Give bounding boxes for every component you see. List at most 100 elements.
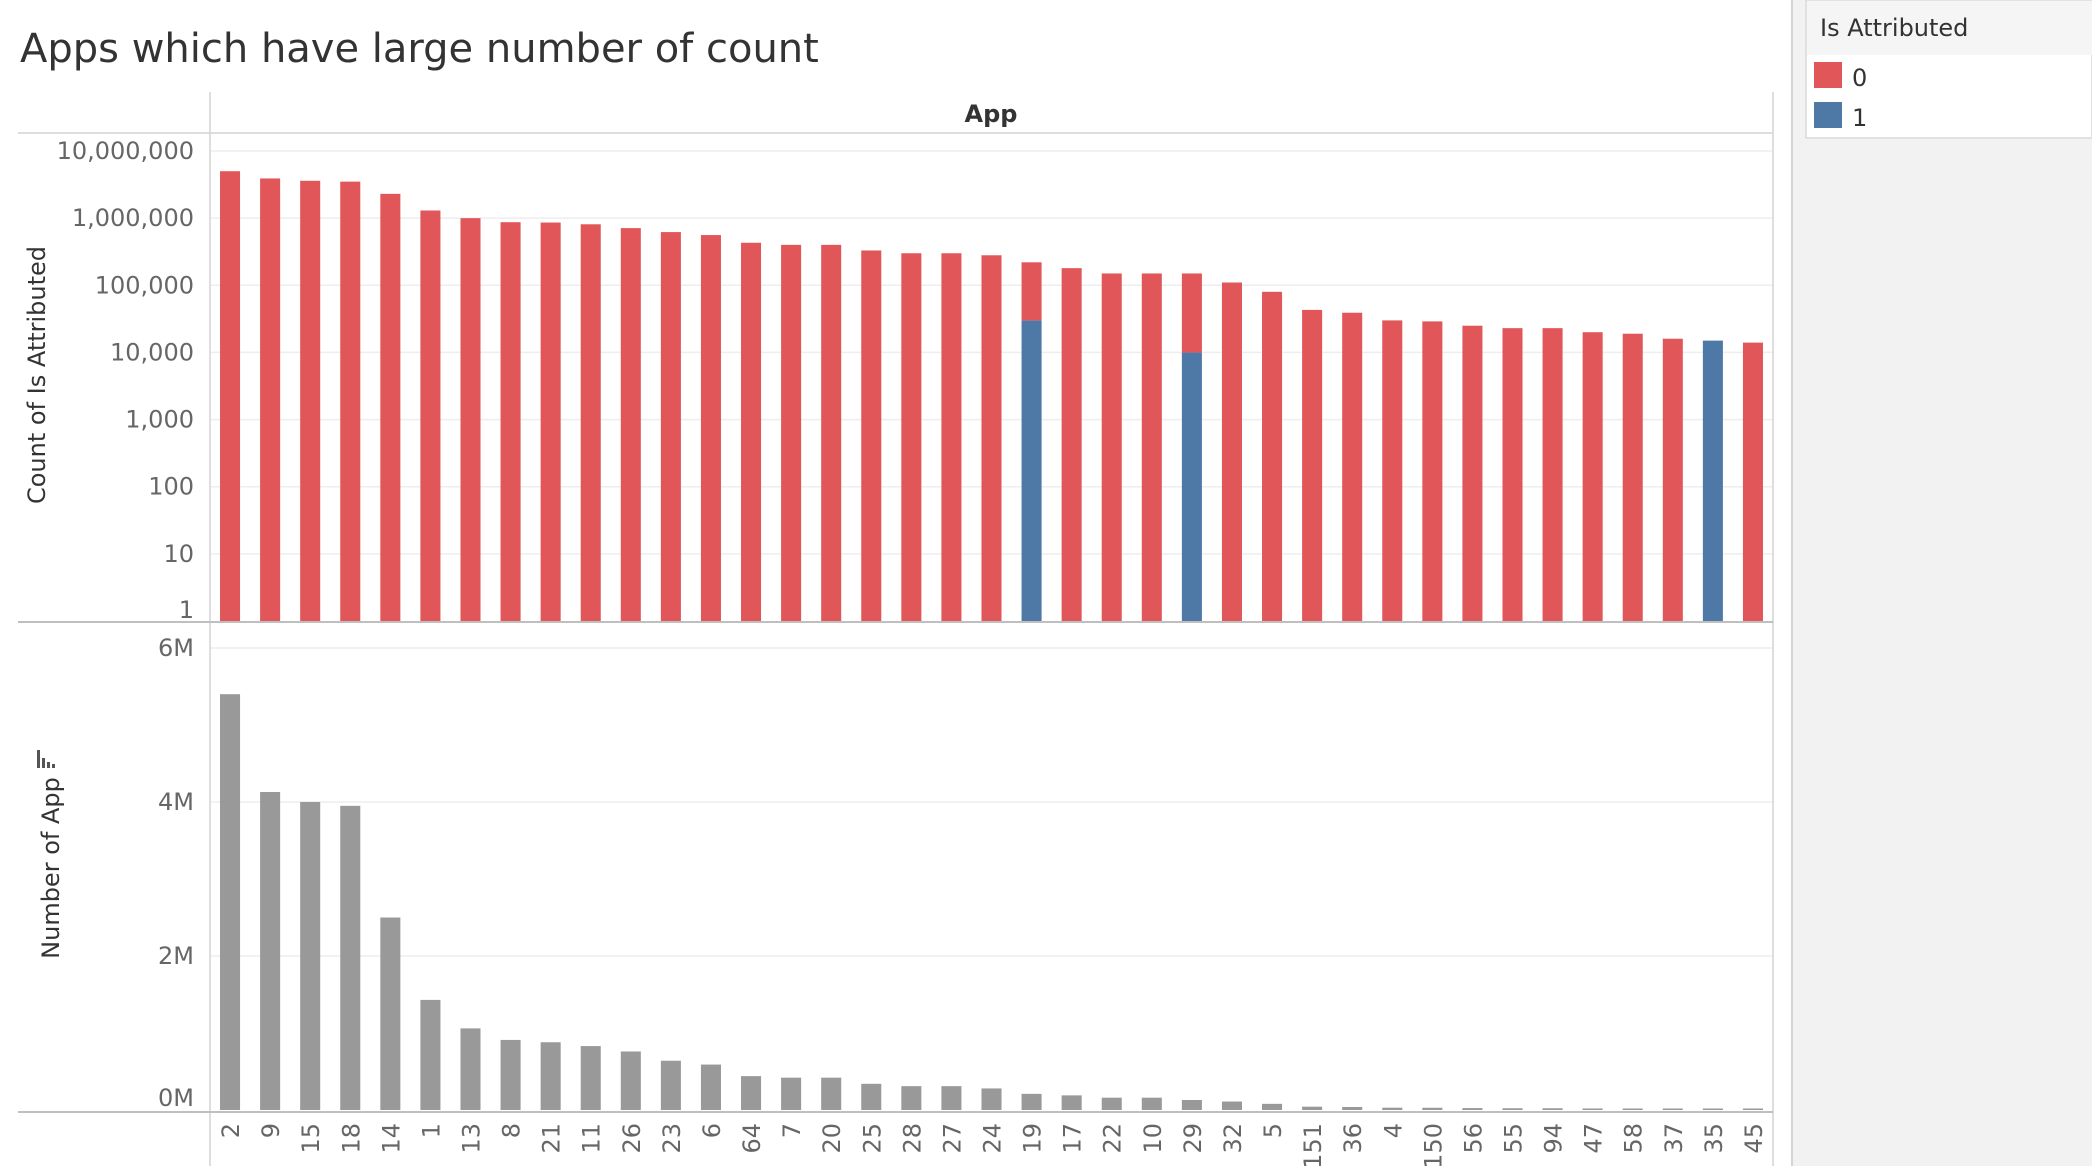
- top-bar-segment-0[interactable]: [941, 253, 962, 621]
- bottom-bar[interactable]: [1582, 1108, 1603, 1110]
- top-bar-segment-0[interactable]: [580, 224, 601, 622]
- bottom-bar[interactable]: [781, 1077, 802, 1110]
- top-bar-segment-0[interactable]: [1582, 332, 1603, 621]
- top-bar-segment-0[interactable]: [700, 235, 721, 621]
- top-bar-segment-0[interactable]: [540, 222, 561, 621]
- x-tick-label: 20: [818, 1123, 846, 1154]
- legend-swatch-0[interactable]: [1814, 62, 1842, 88]
- top-bar-segment-0[interactable]: [500, 222, 521, 621]
- bottom-bar[interactable]: [1061, 1095, 1082, 1110]
- x-tick-label: 58: [1620, 1123, 1648, 1154]
- bottom-bar[interactable]: [1262, 1103, 1283, 1110]
- top-bar-segment-0[interactable]: [901, 253, 922, 621]
- top-bar-segment-0[interactable]: [220, 171, 241, 621]
- bottom-y-tick-label: 0M: [158, 1084, 194, 1112]
- top-bar-segment-0[interactable]: [781, 244, 802, 621]
- bottom-bar[interactable]: [1622, 1108, 1643, 1111]
- bottom-bar[interactable]: [1422, 1107, 1443, 1110]
- bottom-bar[interactable]: [620, 1051, 641, 1110]
- bottom-bar[interactable]: [941, 1086, 962, 1110]
- bottom-bar[interactable]: [1302, 1106, 1323, 1110]
- bottom-bar[interactable]: [1502, 1108, 1523, 1110]
- top-bar-segment-0[interactable]: [981, 255, 1002, 621]
- top-bar-segment-0[interactable]: [1502, 328, 1523, 621]
- bottom-bar[interactable]: [660, 1060, 681, 1110]
- bottom-bar[interactable]: [1382, 1107, 1403, 1110]
- bottom-bar[interactable]: [821, 1077, 842, 1110]
- top-bar-segment-0[interactable]: [1662, 338, 1683, 621]
- top-bar-segment-0[interactable]: [1221, 282, 1242, 621]
- bottom-bar[interactable]: [1342, 1106, 1363, 1110]
- top-bar-segment-0[interactable]: [1141, 273, 1162, 621]
- bottom-bar[interactable]: [700, 1064, 721, 1110]
- top-bar-segment-0[interactable]: [620, 228, 641, 621]
- bottom-bar[interactable]: [1742, 1108, 1763, 1111]
- x-tick-label: 4: [1379, 1123, 1407, 1138]
- top-bar-segment-0[interactable]: [660, 232, 681, 621]
- x-tick-label: 150: [1419, 1123, 1447, 1166]
- bottom-bar[interactable]: [1542, 1108, 1563, 1110]
- x-tick-label: 10: [1139, 1123, 1167, 1154]
- bottom-bar[interactable]: [260, 791, 281, 1110]
- bottom-bar[interactable]: [300, 802, 321, 1110]
- top-bar-segment-0[interactable]: [861, 250, 882, 622]
- top-bar-segment-0[interactable]: [1542, 328, 1563, 621]
- top-bar-segment-0[interactable]: [340, 181, 361, 621]
- top-bar-segment-0[interactable]: [1622, 333, 1643, 621]
- bottom-y-tick-label: 2M: [158, 942, 194, 970]
- bottom-bar[interactable]: [420, 999, 441, 1110]
- bottom-bar[interactable]: [901, 1086, 922, 1110]
- bottom-bar[interactable]: [1662, 1108, 1683, 1111]
- bottom-bar[interactable]: [1141, 1097, 1162, 1110]
- top-bar-segment-0[interactable]: [1262, 291, 1283, 621]
- bottom-bar[interactable]: [1702, 1108, 1723, 1111]
- top-bar-segment-0[interactable]: [741, 242, 762, 621]
- top-bar-segment-0[interactable]: [380, 193, 401, 622]
- bottom-bar[interactable]: [861, 1083, 882, 1110]
- top-bar-segment-1[interactable]: [1702, 340, 1723, 621]
- legend-swatch-1[interactable]: [1814, 102, 1842, 128]
- top-bar-segment-1[interactable]: [1181, 352, 1202, 621]
- top-bar-segment-0[interactable]: [1101, 273, 1122, 621]
- bottom-bar[interactable]: [580, 1046, 601, 1110]
- bottom-bar[interactable]: [1462, 1108, 1483, 1110]
- bottom-bar[interactable]: [1181, 1099, 1202, 1110]
- bottom-bar[interactable]: [1221, 1101, 1242, 1110]
- bottom-bar[interactable]: [220, 694, 241, 1110]
- top-panel: 1 10 100 1,000 10,000 100,000 1,000,000 10,000,…: [57, 137, 1773, 624]
- bottom-bar[interactable]: [340, 805, 361, 1110]
- top-bar-segment-0[interactable]: [1021, 262, 1042, 321]
- top-bar-segment-0[interactable]: [1742, 342, 1763, 621]
- bottom-bar[interactable]: [1101, 1097, 1122, 1110]
- top-bar-segment-0[interactable]: [1181, 273, 1202, 353]
- x-tick-label: 15: [297, 1123, 325, 1154]
- legend-label-1[interactable]: 1: [1852, 104, 1867, 132]
- top-bar-segment-0[interactable]: [821, 244, 842, 621]
- bottom-bar[interactable]: [380, 917, 401, 1111]
- bottom-bar[interactable]: [1021, 1093, 1042, 1110]
- bottom-bar[interactable]: [981, 1088, 1002, 1110]
- bottom-bar[interactable]: [500, 1039, 521, 1110]
- top-y-tick-label: 10,000,000: [57, 137, 194, 165]
- top-bar-segment-0[interactable]: [460, 218, 481, 621]
- x-tick-label: 36: [1339, 1123, 1367, 1154]
- bottom-bar[interactable]: [540, 1042, 561, 1110]
- legend-label-0[interactable]: 0: [1852, 64, 1867, 92]
- top-bar-segment-0[interactable]: [1342, 312, 1363, 621]
- x-tick-label: 35: [1700, 1123, 1728, 1154]
- top-bar-segment-0[interactable]: [260, 178, 281, 621]
- top-y-tick-label: 1: [179, 596, 194, 624]
- top-bar-segment-0[interactable]: [1462, 325, 1483, 621]
- bottom-bar[interactable]: [741, 1076, 762, 1110]
- top-bar-segment-0[interactable]: [1302, 309, 1323, 621]
- x-tick-label: 17: [1059, 1123, 1087, 1154]
- column-header: App: [965, 100, 1018, 128]
- bottom-bar[interactable]: [460, 1028, 481, 1110]
- top-bar-segment-0[interactable]: [1382, 320, 1403, 621]
- top-bar-segment-0[interactable]: [1061, 268, 1082, 621]
- top-bar-segment-0[interactable]: [300, 180, 321, 621]
- top-bar-segment-1[interactable]: [1021, 320, 1042, 621]
- top-bar-segment-0[interactable]: [1422, 321, 1443, 621]
- top-bar-segment-0[interactable]: [420, 210, 441, 621]
